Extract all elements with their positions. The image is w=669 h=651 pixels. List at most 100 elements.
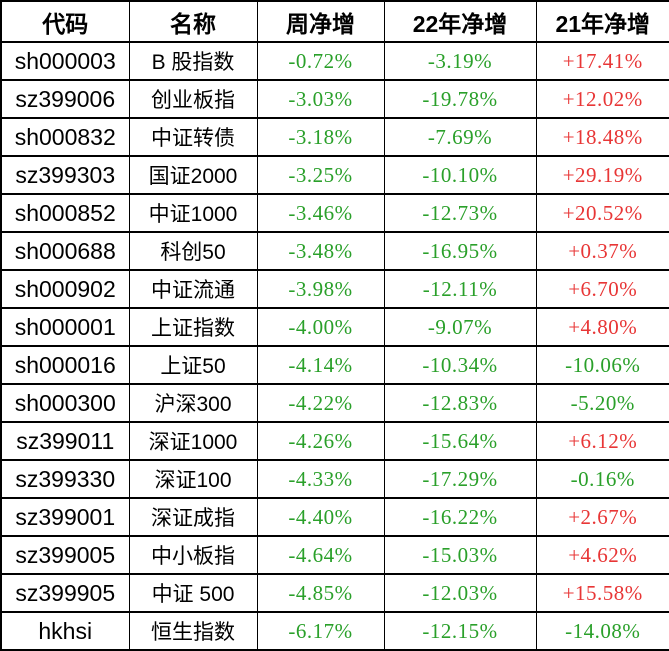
year2021-change-cell: +29.19% [535, 155, 669, 195]
table-row: sz399303 国证2000 -3.25% -10.10% +29.19% [0, 155, 669, 195]
weekly-change-cell: -4.64% [256, 535, 385, 575]
table-row: sh000902 中证流通 -3.98% -12.11% +6.70% [0, 269, 669, 309]
year2022-change-cell: -9.07% [383, 307, 537, 347]
column-header-2021-change: 21年净增 [535, 0, 669, 43]
year2021-change-cell: +4.80% [535, 307, 669, 347]
year2022-change-cell: -15.64% [383, 421, 537, 461]
table-row: sz399905 中证 500 -4.85% -12.03% +15.58% [0, 573, 669, 613]
weekly-change-cell: -4.33% [256, 459, 385, 499]
name-cell: 深证100 [128, 459, 258, 499]
weekly-change-cell: -4.26% [256, 421, 385, 461]
code-cell: sh000003 [0, 41, 130, 81]
year2021-change-cell: +0.37% [535, 231, 669, 271]
weekly-change-cell: -3.46% [256, 193, 385, 233]
column-header-name: 名称 [128, 0, 258, 43]
weekly-change-cell: -4.00% [256, 307, 385, 347]
weekly-change-cell: -4.22% [256, 383, 385, 423]
year2021-change-cell: +2.67% [535, 497, 669, 537]
code-cell: sz399011 [0, 421, 130, 461]
table-row: sh000001 上证指数 -4.00% -9.07% +4.80% [0, 307, 669, 347]
weekly-change-cell: -0.72% [256, 41, 385, 81]
table-row: sz399011 深证1000 -4.26% -15.64% +6.12% [0, 421, 669, 461]
weekly-change-cell: -3.25% [256, 155, 385, 195]
name-cell: 中小板指 [128, 535, 258, 575]
year2022-change-cell: -17.29% [383, 459, 537, 499]
year2022-change-cell: -10.34% [383, 345, 537, 385]
weekly-change-cell: -4.14% [256, 345, 385, 385]
weekly-change-cell: -6.17% [256, 611, 385, 651]
table-row: sz399330 深证100 -4.33% -17.29% -0.16% [0, 459, 669, 499]
code-cell: sh000688 [0, 231, 130, 271]
name-cell: 上证指数 [128, 307, 258, 347]
year2021-change-cell: -5.20% [535, 383, 669, 423]
code-cell: sz399330 [0, 459, 130, 499]
table-row: sh000003 B 股指数 -0.72% -3.19% +17.41% [0, 41, 669, 81]
code-cell: sz399905 [0, 573, 130, 613]
column-header-2022-change: 22年净增 [383, 0, 537, 43]
year2022-change-cell: -10.10% [383, 155, 537, 195]
code-cell: sh000902 [0, 269, 130, 309]
code-cell: sh000016 [0, 345, 130, 385]
year2022-change-cell: -12.73% [383, 193, 537, 233]
code-cell: sh000001 [0, 307, 130, 347]
code-cell: hkhsi [0, 611, 130, 651]
column-header-code: 代码 [0, 0, 130, 43]
weekly-change-cell: -3.18% [256, 117, 385, 157]
code-cell: sz399001 [0, 497, 130, 537]
name-cell: 深证成指 [128, 497, 258, 537]
code-cell: sh000852 [0, 193, 130, 233]
year2021-change-cell: +20.52% [535, 193, 669, 233]
name-cell: B 股指数 [128, 41, 258, 81]
code-cell: sz399303 [0, 155, 130, 195]
header-row: 代码 名称 周净增 22年净增 21年净增 [0, 0, 669, 43]
year2021-change-cell: -14.08% [535, 611, 669, 651]
year2021-change-cell: -10.06% [535, 345, 669, 385]
code-cell: sz399005 [0, 535, 130, 575]
year2021-change-cell: +6.12% [535, 421, 669, 461]
year2022-change-cell: -7.69% [383, 117, 537, 157]
table-row: sz399005 中小板指 -4.64% -15.03% +4.62% [0, 535, 669, 575]
table-row: sh000688 科创50 -3.48% -16.95% +0.37% [0, 231, 669, 271]
name-cell: 中证流通 [128, 269, 258, 309]
year2021-change-cell: +6.70% [535, 269, 669, 309]
weekly-change-cell: -3.98% [256, 269, 385, 309]
year2021-change-cell: +15.58% [535, 573, 669, 613]
name-cell: 上证50 [128, 345, 258, 385]
code-cell: sh000300 [0, 383, 130, 423]
weekly-change-cell: -4.85% [256, 573, 385, 613]
name-cell: 中证 500 [128, 573, 258, 613]
name-cell: 沪深300 [128, 383, 258, 423]
year2022-change-cell: -16.22% [383, 497, 537, 537]
year2022-change-cell: -15.03% [383, 535, 537, 575]
name-cell: 国证2000 [128, 155, 258, 195]
code-cell: sz399006 [0, 79, 130, 119]
name-cell: 创业板指 [128, 79, 258, 119]
year2022-change-cell: -12.83% [383, 383, 537, 423]
year2022-change-cell: -16.95% [383, 231, 537, 271]
table-row: sh000852 中证1000 -3.46% -12.73% +20.52% [0, 193, 669, 233]
year2022-change-cell: -3.19% [383, 41, 537, 81]
year2021-change-cell: -0.16% [535, 459, 669, 499]
weekly-change-cell: -4.40% [256, 497, 385, 537]
table-row: sh000016 上证50 -4.14% -10.34% -10.06% [0, 345, 669, 385]
code-cell: sh000832 [0, 117, 130, 157]
name-cell: 中证转债 [128, 117, 258, 157]
weekly-change-cell: -3.48% [256, 231, 385, 271]
column-header-week-change: 周净增 [256, 0, 385, 43]
year2021-change-cell: +12.02% [535, 79, 669, 119]
year2022-change-cell: -12.03% [383, 573, 537, 613]
name-cell: 科创50 [128, 231, 258, 271]
table-row: sz399006 创业板指 -3.03% -19.78% +12.02% [0, 79, 669, 119]
table-row: sh000300 沪深300 -4.22% -12.83% -5.20% [0, 383, 669, 423]
table-row: hkhsi 恒生指数 -6.17% -12.15% -14.08% [0, 611, 669, 651]
year2022-change-cell: -12.15% [383, 611, 537, 651]
table-row: sz399001 深证成指 -4.40% -16.22% +2.67% [0, 497, 669, 537]
year2021-change-cell: +17.41% [535, 41, 669, 81]
name-cell: 深证1000 [128, 421, 258, 461]
year2021-change-cell: +18.48% [535, 117, 669, 157]
table-row: sh000832 中证转债 -3.18% -7.69% +18.48% [0, 117, 669, 157]
year2021-change-cell: +4.62% [535, 535, 669, 575]
year2022-change-cell: -19.78% [383, 79, 537, 119]
table-body: sh000003 B 股指数 -0.72% -3.19% +17.41% sz399006… [0, 41, 669, 651]
